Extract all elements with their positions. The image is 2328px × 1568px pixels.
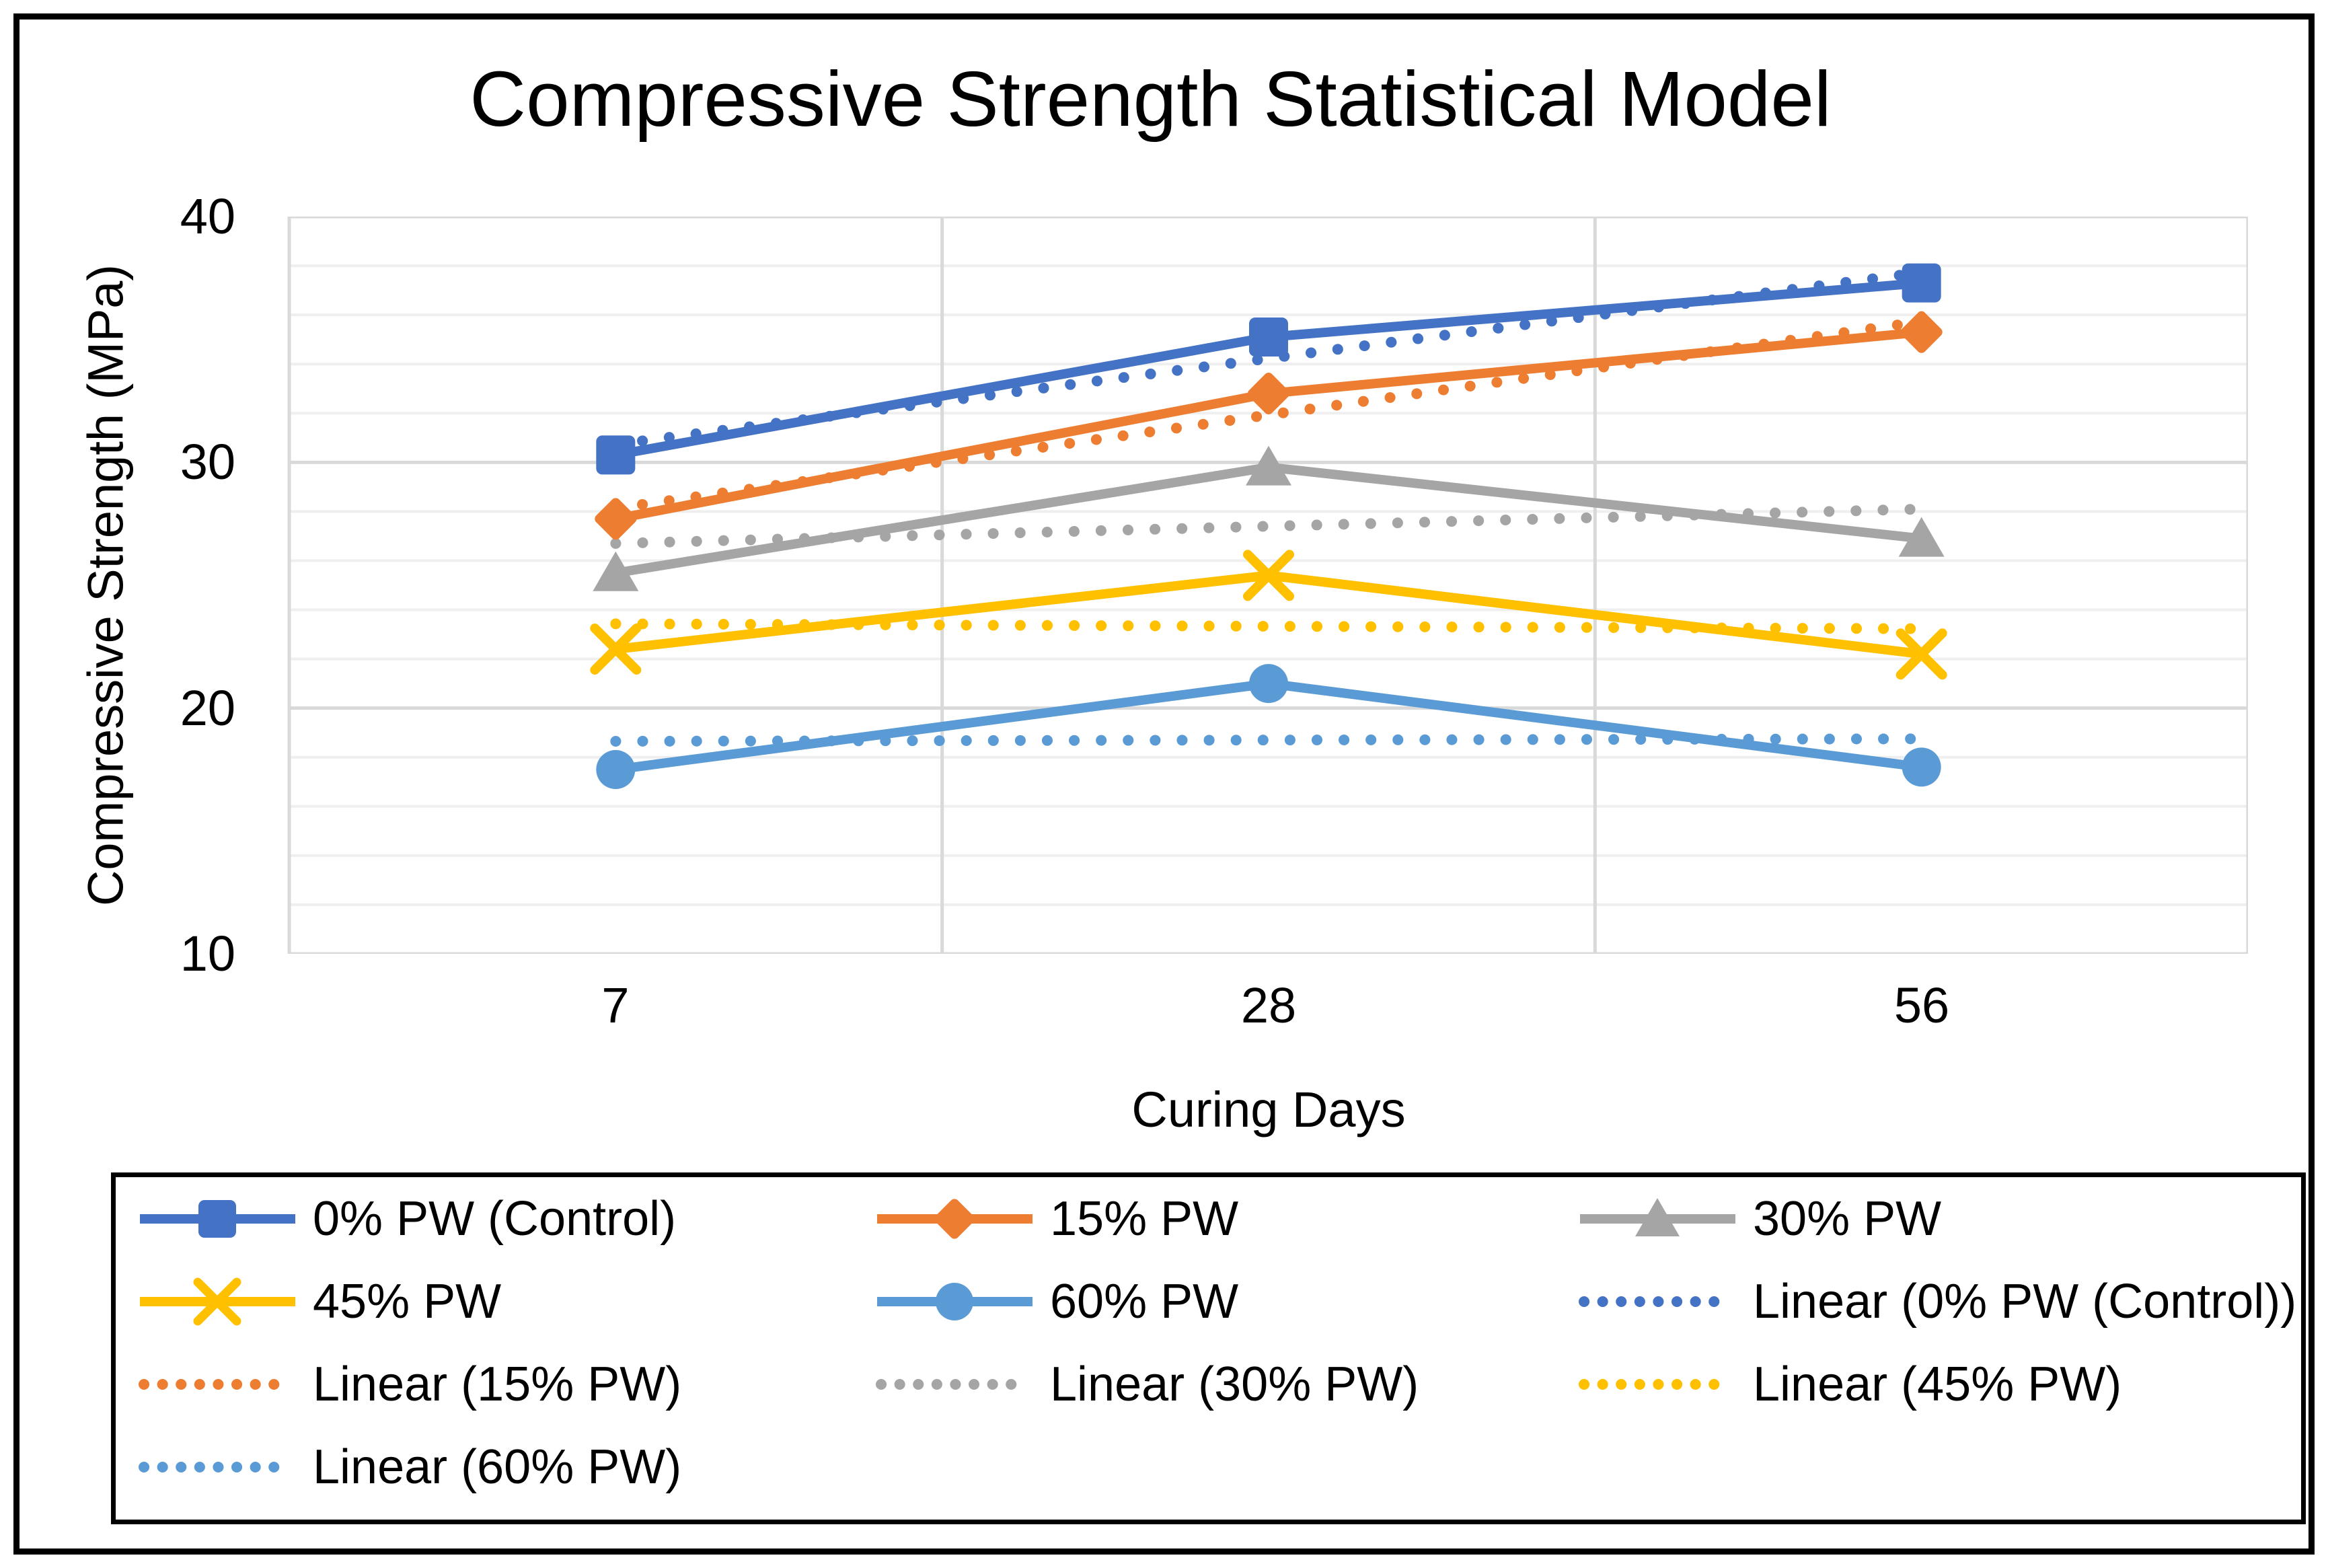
marker-x-s3p0 (590, 623, 642, 675)
legend-swatch-dotted (876, 1379, 1034, 1390)
y-tick-10: 10 (180, 926, 235, 981)
marker-circle-s4p2 (1902, 747, 1941, 787)
marker-x-s3p1 (1243, 550, 1294, 601)
marker-square-s0p1 (1249, 318, 1288, 357)
y-tick-40: 40 (180, 188, 235, 244)
legend-item-15-pw: 15% PW (876, 1192, 1238, 1246)
legend-swatch-square (140, 1200, 295, 1238)
legend-label: 45% PW (313, 1275, 502, 1329)
x-tick-56: 56 (1893, 977, 1950, 1033)
marker-triangle-s2p0 (593, 551, 639, 591)
legend-item-linear-15-pw: Linear (15% PW) (139, 1357, 681, 1411)
marker-circle-s4p1 (1249, 664, 1288, 704)
x-tick-7: 7 (601, 977, 630, 1033)
legend-label: 30% PW (1753, 1192, 1942, 1246)
marker-diamond-s1p1 (1247, 372, 1290, 415)
marker-diamond-s1p2 (1900, 311, 1943, 353)
legend-label: 60% PW (1050, 1275, 1239, 1329)
legend-swatch-dotted (1579, 1379, 1737, 1390)
series-line-0 (615, 278, 1922, 460)
legend-item-45-pw: 45% PW (139, 1275, 501, 1329)
chart-title: Compressive Strength Statistical Model (470, 55, 1832, 143)
marker-x-s3p2 (1895, 628, 1947, 680)
series-line-1 (615, 327, 1922, 524)
plot-border (287, 217, 2248, 954)
legend-label: 0% PW (Control) (313, 1192, 677, 1246)
legend-swatch-dotted (139, 1462, 297, 1472)
legend-item-linear-0-pw-control: Linear (0% PW (Control)) (1579, 1275, 2296, 1329)
legend: 0% PW (Control) 15% PW 30% PW 45% PW 60% PW L… (111, 1172, 2306, 1524)
y-axis-title: Compressive Strength (MPa) (77, 264, 134, 907)
legend-label: Linear (30% PW) (1050, 1357, 1419, 1411)
legend-label: 15% PW (1050, 1192, 1239, 1246)
x-tick-28: 28 (1240, 977, 1297, 1033)
legend-label: Linear (60% PW) (313, 1440, 682, 1494)
marker-square-s0p2 (1902, 263, 1941, 303)
y-tick-20: 20 (180, 680, 235, 736)
legend-item-30-pw: 30% PW (1579, 1192, 1941, 1246)
legend-label: Linear (0% PW (Control)) (1753, 1275, 2297, 1329)
y-tick-30: 30 (180, 434, 235, 490)
legend-swatch-dotted (139, 1379, 297, 1390)
legend-item-linear-45-pw: Linear (45% PW) (1579, 1357, 2122, 1411)
legend-swatch-diamond (877, 1199, 1032, 1239)
series-line-3 (615, 570, 1922, 659)
marker-circle-s4p0 (596, 750, 636, 789)
legend-swatch-x (140, 1277, 295, 1326)
legend-label: Linear (45% PW) (1753, 1357, 2122, 1411)
legend-item-0-pw-control: 0% PW (Control) (139, 1192, 676, 1246)
marker-square-s0p0 (596, 435, 636, 475)
plot-area (287, 217, 2248, 954)
legend-swatch-triangle (1580, 1198, 1735, 1236)
legend-item-60-pw: 60% PW (876, 1275, 1238, 1329)
legend-item-linear-60-pw: Linear (60% PW) (139, 1440, 681, 1494)
marker-triangle-s2p1 (1246, 445, 1291, 486)
legend-label: Linear (15% PW) (313, 1357, 682, 1411)
x-axis-title: Curing Days (1131, 1082, 1406, 1137)
legend-item-linear-30-pw: Linear (30% PW) (876, 1357, 1419, 1411)
legend-swatch-dotted (1579, 1296, 1737, 1307)
marker-diamond-s1p0 (595, 498, 637, 540)
legend-swatch-circle (877, 1283, 1032, 1320)
marker-triangle-s2p2 (1898, 517, 1945, 557)
